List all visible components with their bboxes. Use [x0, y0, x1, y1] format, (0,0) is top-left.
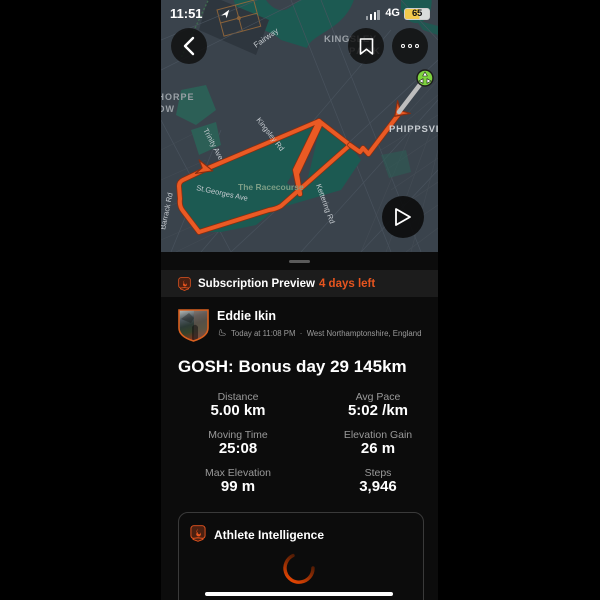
svg-text:LOW: LOW — [161, 104, 175, 114]
svg-text:The Racecourse: The Racecourse — [238, 182, 304, 192]
svg-text:PHIPPSVILLE: PHIPPSVILLE — [389, 124, 438, 135]
svg-text:THORPE: THORPE — [161, 92, 195, 102]
